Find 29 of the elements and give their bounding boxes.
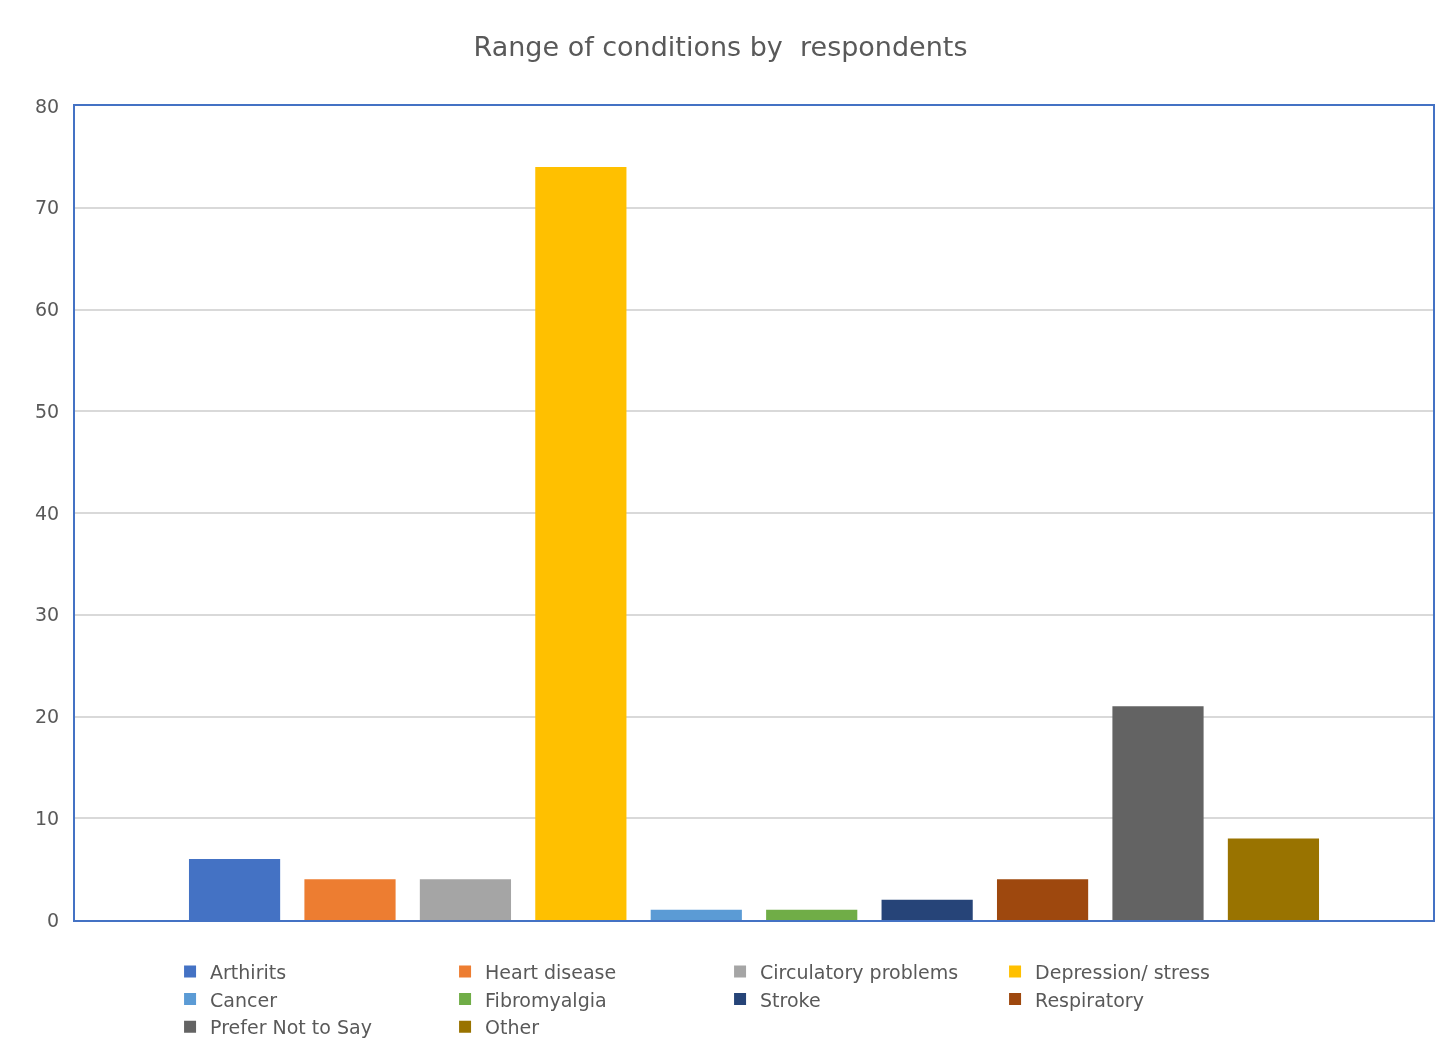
legend-label: Heart disease: [485, 960, 617, 983]
y-tick-label: 80: [35, 94, 60, 117]
legend-label: Respiratory: [1035, 988, 1144, 1011]
bar: [650, 909, 742, 920]
y-tick-label: 20: [35, 705, 60, 728]
legend-label: Prefer Not to Say: [210, 1016, 372, 1039]
bar: [304, 879, 396, 920]
y-tick-label: 40: [35, 501, 60, 524]
y-tick-label: 50: [35, 399, 60, 422]
legend-label: Cancer: [210, 988, 278, 1011]
legend-label: Depression/ stress: [1035, 960, 1210, 983]
legend-label: Arthirits: [210, 960, 287, 983]
bar: [419, 879, 512, 920]
y-tick-label: 60: [35, 298, 60, 321]
bar: [1112, 706, 1204, 920]
legend-label: Fibromyalgia: [485, 988, 607, 1011]
bar: [1227, 838, 1320, 920]
bar: [881, 899, 973, 920]
y-tick-label: 0: [47, 908, 60, 931]
legend-label: Circulatory problems: [760, 960, 959, 983]
bar: [535, 167, 627, 920]
bar: [766, 909, 858, 920]
y-tick-label: 10: [35, 806, 60, 829]
bar: [996, 879, 1089, 920]
y-tick-label: 30: [35, 603, 60, 626]
y-tick-label: 70: [35, 196, 60, 219]
chart-title: Range of conditions by respondents: [473, 30, 968, 62]
legend-label: Stroke: [760, 988, 821, 1011]
legend-label: Other: [485, 1016, 540, 1039]
